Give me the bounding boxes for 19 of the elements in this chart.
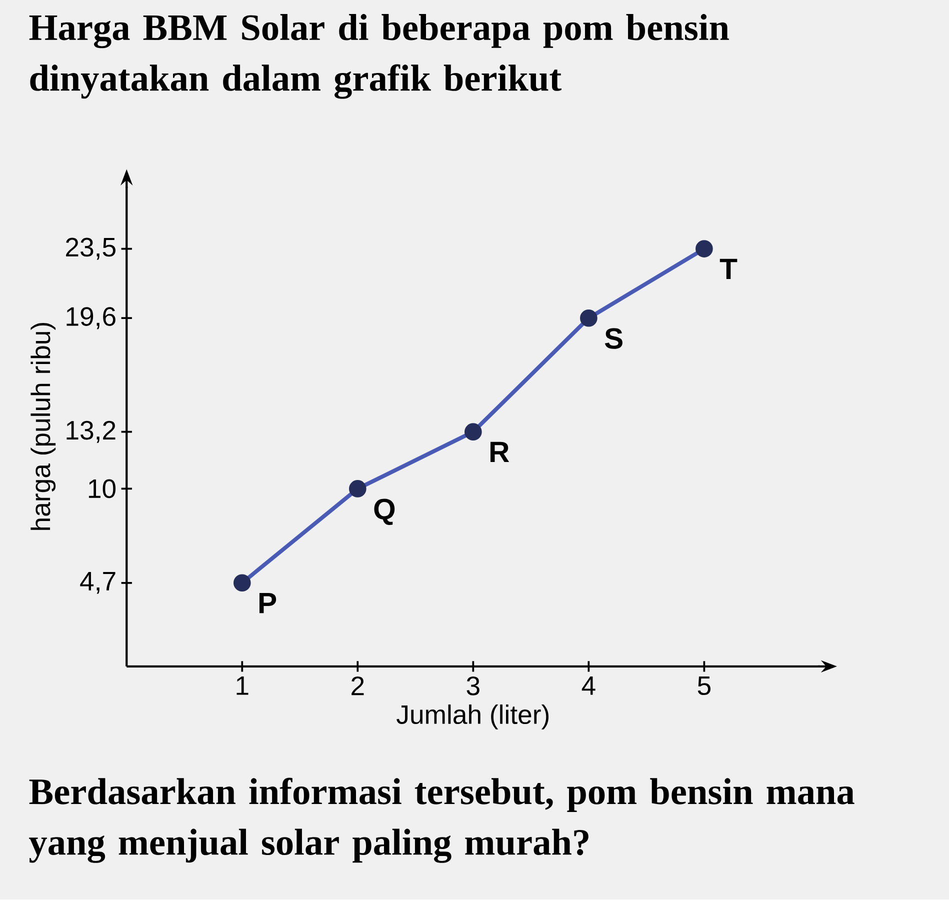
y-tick-label: 23,5 — [66, 238, 116, 260]
text: Berdasarkan informasi tersebut, pom bensin mana yang menjual solar paling murah? — [29, 778, 854, 864]
x-tick-label: 1 — [236, 676, 248, 695]
x-tick-label: 2 — [352, 676, 364, 696]
y-tick-label: 4,7 — [80, 572, 116, 594]
annotation: Q — [374, 498, 395, 526]
y-tick-label: 19,6 — [66, 307, 116, 330]
x-tick-label: 5 — [698, 676, 710, 696]
x-tick-label: 4 — [582, 676, 596, 695]
x-axis-title: Jumlah (liter) — [396, 704, 548, 730]
annotation: T — [720, 258, 738, 280]
chart-title: Harga BBM Solar di beberapa pom bensin dinyatakan dalam grafik berikut — [29, 14, 729, 99]
y-tick-label: 13,2 — [66, 420, 116, 444]
annotation: P — [259, 593, 276, 614]
y-tick-label: 10 — [88, 479, 116, 498]
annotation: R — [490, 442, 510, 462]
x-tick-label: 3 — [466, 676, 480, 696]
y-axis-title: harga (puluh ribu) — [30, 323, 56, 530]
annotation: S — [604, 328, 622, 350]
